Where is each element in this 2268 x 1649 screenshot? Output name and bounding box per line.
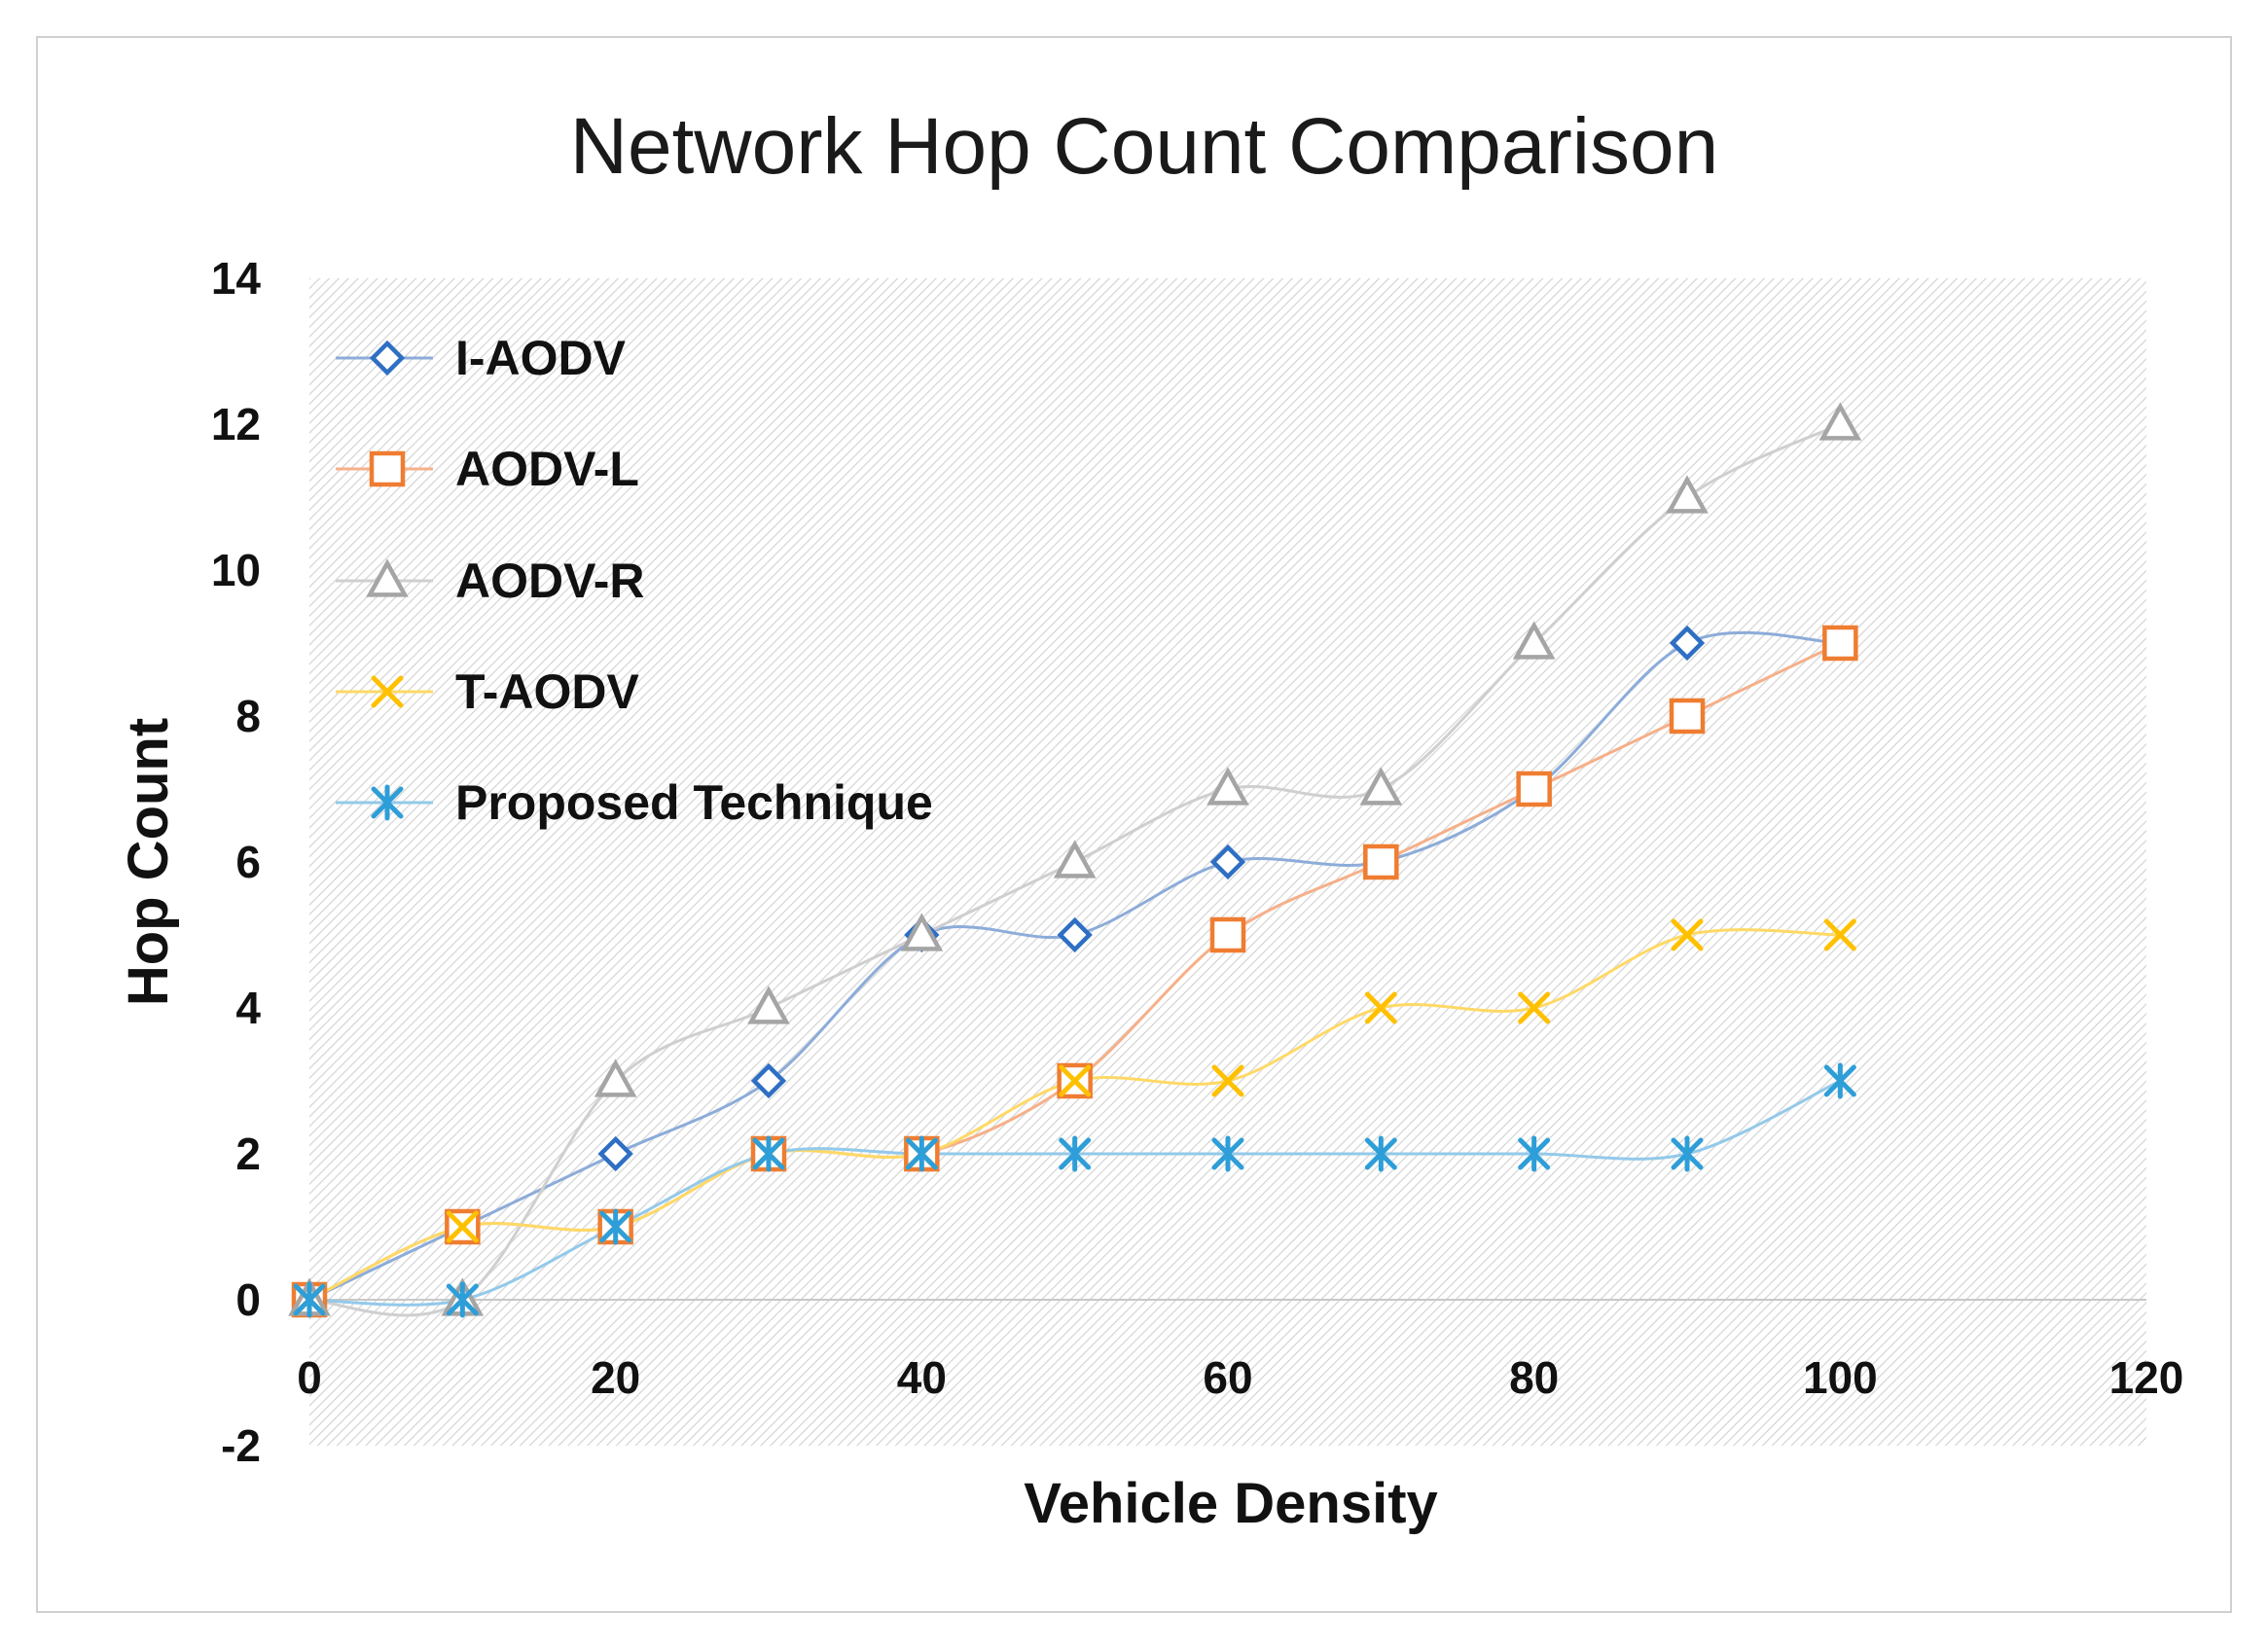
x-tick-labels: 0 20 40 60 80 100 120 (297, 1352, 2183, 1403)
data-point-i-aodv (1057, 916, 1093, 953)
data-point-aodv-l (1822, 625, 1858, 662)
data-point-aodv-r (1053, 840, 1097, 878)
data-point-proposed-technique (1059, 1135, 1092, 1172)
y-tick-label: 0 (235, 1274, 261, 1325)
legend-marker-i-aodv (369, 340, 406, 376)
y-tick-label: -2 (221, 1420, 261, 1471)
x-axis-title: Vehicle Density (1024, 1472, 1438, 1535)
data-point-t-aodv (1211, 1064, 1244, 1097)
chart-title: Network Hop Count Comparison (570, 102, 1718, 191)
x-tick-label: 40 (897, 1352, 947, 1403)
y-tick-label: 12 (211, 399, 261, 449)
x-tick-label: 60 (1203, 1352, 1252, 1403)
legend-label-t-aodv: T-AODV (455, 664, 640, 719)
legend-label-proposed-technique: Proposed Technique (455, 775, 933, 830)
data-point-proposed-technique (752, 1135, 785, 1172)
y-tick-label: 8 (235, 691, 261, 741)
data-point-t-aodv (1671, 918, 1704, 951)
data-point-i-aodv (750, 1062, 787, 1099)
x-tick-label: 100 (1803, 1352, 1878, 1403)
data-point-t-aodv (1823, 918, 1856, 951)
x-tick-label: 20 (591, 1352, 640, 1403)
legend-label-aodv-r: AODV-R (455, 554, 644, 608)
data-point-i-aodv (1209, 843, 1246, 880)
legend-marker-proposed-technique (371, 784, 404, 821)
data-point-t-aodv (1518, 991, 1551, 1024)
legend: I-AODV AODV-L AODV-R T-AODV Proposed Techniq… (336, 331, 933, 830)
data-point-aodv-r (1359, 767, 1403, 806)
data-point-proposed-technique (446, 1281, 479, 1318)
data-point-proposed-technique (293, 1281, 326, 1318)
data-point-aodv-l (1363, 843, 1399, 880)
data-point-aodv-r (1818, 402, 1862, 441)
data-point-t-aodv (446, 1210, 479, 1243)
x-tick-label: 120 (2109, 1352, 2184, 1403)
data-point-proposed-technique (1671, 1135, 1704, 1172)
y-tick-label: 2 (235, 1129, 261, 1179)
y-tick-label: 4 (235, 983, 261, 1033)
x-tick-label: 0 (297, 1352, 322, 1403)
data-point-proposed-technique (1823, 1062, 1856, 1099)
data-point-i-aodv (1669, 625, 1706, 662)
data-point-proposed-technique (1364, 1135, 1397, 1172)
x-tick-label: 80 (1509, 1352, 1559, 1403)
data-point-proposed-technique (905, 1135, 938, 1172)
data-point-aodv-l (1669, 698, 1706, 735)
legend-label-i-aodv: I-AODV (455, 331, 627, 385)
data-point-proposed-technique (599, 1208, 632, 1245)
y-tick-labels: -2 0 2 4 6 8 10 12 14 (211, 253, 262, 1471)
data-point-aodv-l (1516, 771, 1552, 807)
series-markers (288, 402, 1862, 1318)
legend-marker-t-aodv (371, 675, 404, 708)
data-point-i-aodv (597, 1135, 633, 1172)
data-point-aodv-r (594, 1058, 637, 1097)
data-point-t-aodv (1364, 991, 1397, 1024)
data-point-proposed-technique (1518, 1135, 1551, 1172)
data-point-aodv-r (1206, 767, 1249, 806)
data-point-t-aodv (1059, 1064, 1092, 1097)
y-tick-label: 6 (235, 837, 261, 887)
y-tick-label: 10 (211, 545, 261, 595)
data-point-proposed-technique (1211, 1135, 1244, 1172)
data-point-aodv-r (747, 986, 790, 1024)
data-point-aodv-r (1666, 475, 1709, 514)
data-point-aodv-r (900, 913, 944, 951)
data-point-aodv-l (1209, 916, 1246, 953)
y-axis-title: Hop Count (117, 718, 180, 1006)
legend-label-aodv-l: AODV-L (455, 442, 639, 496)
legend-marker-aodv-r (366, 558, 409, 597)
data-point-aodv-r (1512, 621, 1556, 660)
legend-marker-aodv-l (369, 450, 406, 487)
y-tick-label: 14 (211, 253, 262, 304)
